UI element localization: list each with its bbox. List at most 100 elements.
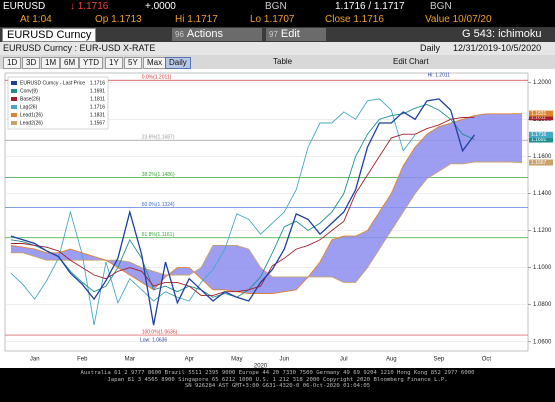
page-name: G 543: ichimoku (462, 28, 542, 40)
legend-label: EURUSD Curncy - Last Price (20, 80, 85, 86)
series-line (10, 113, 523, 294)
low: Lo 1.1707 (250, 14, 295, 25)
x-tick-label: Feb (77, 357, 88, 363)
value-tag-label: 1.1831 (531, 111, 547, 117)
actions-menu[interactable]: 96 Actions (172, 28, 262, 41)
quote-row: EURUSD ↓ 1.1716 +.0000 BGN 1.1716 / 1.17… (0, 0, 555, 13)
toolbar-button[interactable]: 5Y (124, 57, 142, 69)
y-tick-label: 1.0600 (533, 339, 552, 345)
fib-label: 0.0%(1.2011) (142, 75, 172, 81)
value-tag-label: 1.1716 (531, 132, 547, 138)
footer-line: Australia 61 2 9777 8600 Brazil 5511 239… (80, 370, 475, 376)
legend-value: 1.1716 (90, 80, 106, 86)
legend-value: 1.1716 (90, 104, 106, 110)
toolbar: 1D 3D 1M 6M YTD 1Y 5Y Max Daily Table Edit Chart (0, 55, 555, 69)
value-tag (529, 110, 553, 117)
value-date: Value 10/07/20 (425, 14, 492, 25)
value-tag (529, 131, 553, 138)
value-tag-label: 1.1811 (531, 115, 546, 121)
fib-label: 23.6%(1.1687) (142, 135, 175, 141)
footer-line: Japan 81 3 4565 8900 Singapore 65 6212 1… (107, 376, 448, 383)
series-line (10, 116, 475, 296)
security-name: EURUSD Curncy : EUR-USD X-RATE (3, 43, 156, 53)
ticker: EURUSD (3, 1, 46, 12)
change: +.0000 (145, 1, 176, 12)
toolbar-button[interactable]: Edit Chart (393, 57, 429, 66)
value-tag (529, 159, 553, 166)
legend-swatch (11, 121, 17, 125)
toolbar-button[interactable]: 3D (22, 57, 41, 69)
chart: 1.0600 1.0800 1.1000 1.1200 1.1400 1.1600 1.18… (0, 69, 555, 368)
annotation: Low: 1.0636 (140, 337, 167, 343)
toolbar-button[interactable]: 6M (60, 57, 80, 69)
legend-label: Lead1(26) (20, 112, 43, 118)
legend-label: Base(26) (20, 96, 41, 102)
legend-swatch (11, 81, 17, 85)
x-tick-label: Aug (386, 357, 397, 363)
footer: Australia 61 2 9777 8600 Brazil 5511 239… (0, 368, 555, 402)
toolbar-button[interactable]: 1M (41, 57, 61, 69)
toolbar-button[interactable]: YTD (79, 57, 103, 69)
y-tick-label: 1.2000 (533, 80, 552, 86)
toolbar-button[interactable]: Table (273, 57, 293, 66)
legend-box (7, 76, 109, 130)
title-bar: EURUSD Curncy 96 Actions 97 Edit G 543: ic… (0, 27, 555, 42)
legend-label: Conv(9) (20, 88, 38, 94)
y-tick-label: 1.0800 (533, 302, 552, 308)
cloud (10, 113, 523, 294)
x-tick-label: Jun (279, 357, 289, 363)
annotation: Hi: 1.2011 (428, 73, 451, 79)
toolbar-button[interactable]: 1Y (105, 57, 123, 69)
fib-label: 61.8%(1.1161) (142, 232, 175, 238)
toolbar-button[interactable]: Daily (165, 57, 191, 69)
high: Hi 1.1717 (175, 14, 218, 25)
date-range: 12/31/2019-10/5/2020 (453, 43, 542, 53)
value-tag (529, 136, 553, 143)
source: BGN (430, 1, 452, 12)
subtitle-row: EURUSD Curncy : EUR-USD X-RATE Daily 12/… (0, 42, 555, 55)
x-tick-label: Sep (434, 357, 445, 363)
menu-number: 97 (269, 30, 278, 39)
menu-label: Edit (280, 28, 300, 40)
series-line (10, 104, 475, 298)
y-tick-label: 1.1000 (533, 265, 552, 271)
x-tick-label: Mar (125, 357, 135, 363)
last-price: ↓ 1.1716 (70, 1, 109, 12)
value-tag-label: 1.1691 (531, 137, 547, 143)
y-tick-label: 1.1400 (533, 191, 552, 197)
legend: EURUSD Curncy - Last Price 1.1716 Conv(9) 1… (7, 76, 109, 130)
legend-label: Lag(26) (20, 104, 38, 110)
fib-label: 38.2%(1.1486) (142, 172, 175, 178)
security-box[interactable]: EURUSD Curncy (2, 28, 97, 42)
legend-value: 1.1691 (90, 88, 106, 94)
series-line (10, 161, 523, 283)
bid-ask: 1.1716 / 1.1717 (335, 1, 405, 12)
legend-value: 1.1567 (90, 120, 106, 126)
x-tick-label: Jul (340, 357, 348, 363)
menu-number: 96 (175, 30, 184, 39)
period: Daily (420, 43, 441, 53)
value-tag (529, 114, 553, 121)
toolbar-button[interactable]: Max (143, 57, 167, 69)
x-tick-label: Oct (482, 357, 492, 363)
y-tick-label: 1.1600 (533, 154, 552, 160)
time: At 1:04 (20, 14, 52, 25)
y-tick-label: 1.1200 (533, 228, 552, 234)
fib-label: 100.0%(1.0636) (142, 329, 178, 335)
series-line (10, 98, 416, 326)
legend-label: Lead2(26) (20, 120, 43, 126)
close: Close 1.1716 (325, 14, 384, 25)
footer-line: SN 926284 AST GMT+3:00 G631-4320-0 06-Oc… (184, 383, 371, 389)
legend-value: 1.1811 (90, 96, 105, 102)
legend-swatch (11, 97, 17, 101)
menu-label: Actions (186, 28, 223, 40)
ohlc-row: At 1:04 Op 1.1713 Hi 1.1717 Lo 1.1707 Cl… (0, 13, 555, 26)
toolbar-button[interactable]: 1D (3, 57, 22, 69)
series-line (10, 98, 476, 326)
source: BGN (265, 1, 287, 12)
x-axis-label: 2020 (254, 364, 268, 368)
legend-swatch (11, 105, 17, 109)
edit-menu[interactable]: 97 Edit (266, 28, 326, 41)
plot-border (4, 72, 529, 352)
